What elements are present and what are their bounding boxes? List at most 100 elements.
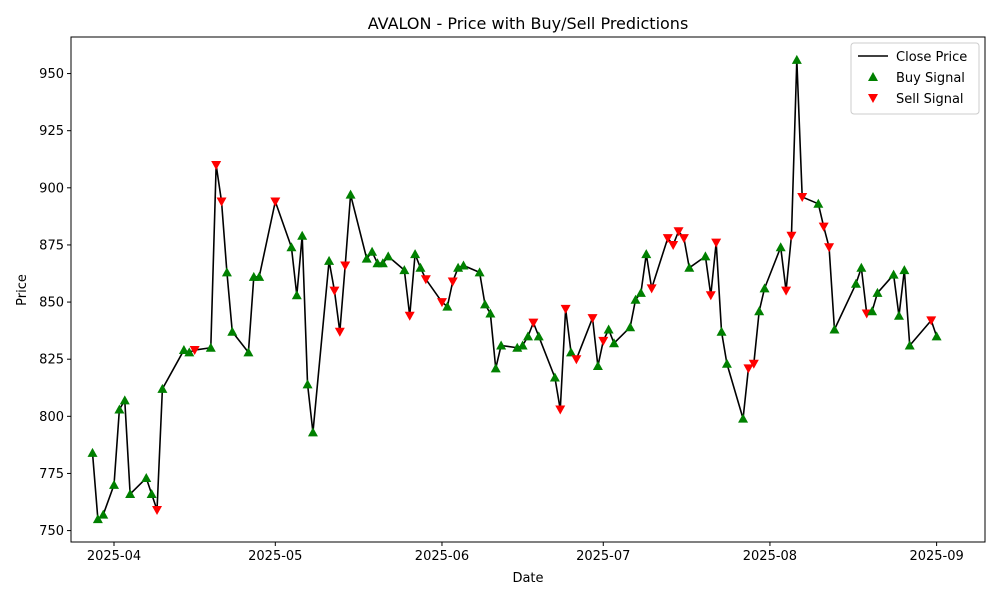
sell-signal-marker	[824, 243, 835, 253]
buy-signal-marker	[592, 361, 603, 371]
buy-signal-marker	[92, 514, 103, 524]
x-tick-label: 2025-07	[576, 549, 630, 564]
buy-signal-marker	[307, 427, 318, 437]
y-axis-label: Price	[15, 274, 30, 306]
buy-signal-marker	[243, 347, 254, 357]
buy-signal-marker	[479, 299, 490, 309]
buy-signal-marker	[684, 262, 695, 272]
y-tick-label: 850	[39, 296, 64, 311]
buy-signal-marker	[178, 345, 189, 355]
sell-signal-marker	[705, 291, 716, 301]
buy-signal-marker	[458, 260, 469, 270]
y-tick-label: 825	[39, 353, 64, 368]
buy-signal-marker	[899, 265, 910, 275]
x-tick-label: 2025-09	[909, 549, 963, 564]
buy-signal-marker	[904, 340, 915, 350]
buy-signal-marker	[227, 326, 238, 336]
legend: Close Price Buy Signal Sell Signal	[850, 42, 980, 115]
buy-signal-marker	[87, 447, 98, 457]
buy-signal-marker	[286, 242, 297, 252]
sell-signal-marker	[678, 234, 689, 244]
buy-signal-marker	[517, 340, 528, 350]
sell-signal-marker	[673, 227, 684, 237]
sell-signal-marker	[329, 286, 340, 296]
legend-label-close: Close Price	[896, 50, 967, 65]
y-tick-label: 750	[39, 524, 64, 539]
buy-signal-marker	[490, 363, 501, 373]
x-tick-label: 2025-05	[248, 549, 302, 564]
buy-signal-marker	[754, 306, 765, 316]
sell-signal-marker	[587, 314, 598, 324]
y-tick-label: 875	[39, 238, 64, 253]
buy-signal-marker	[893, 310, 904, 320]
sell-signal-marker	[818, 222, 829, 232]
sell-signal-marker	[528, 318, 539, 328]
buy-signal-marker	[791, 54, 802, 64]
buy-signal-marker	[630, 294, 641, 304]
buy-signal-marker	[888, 269, 899, 279]
buy-signal-marker	[98, 509, 109, 519]
buy-signal-marker	[496, 340, 507, 350]
buy-signal-marker	[324, 255, 335, 265]
y-tick-label: 950	[39, 67, 64, 82]
legend-label-sell: Sell Signal	[896, 92, 964, 107]
y-tick-label: 800	[39, 410, 64, 425]
sell-signal-marker	[598, 336, 609, 346]
sell-signal-marker	[668, 240, 679, 250]
buy-signal-marker	[114, 404, 125, 414]
buy-signal-marker	[759, 283, 770, 293]
buy-signal-marker	[254, 271, 265, 281]
buy-signal-marker	[399, 265, 410, 275]
buy-signal-marker	[635, 287, 646, 297]
sell-signal-marker	[786, 231, 797, 241]
buy-signal-marker	[453, 262, 464, 272]
sell-signal-marker	[781, 286, 792, 296]
x-axis: 2025-04 2025-05 2025-06 2025-07 2025-08 2025-…	[87, 542, 964, 564]
buy-signal-marker	[856, 262, 867, 272]
buy-signal-marker	[119, 395, 130, 405]
sell-signal-marker	[662, 234, 673, 244]
legend-sell-swatch	[868, 94, 878, 103]
sell-signal-marker	[447, 277, 458, 287]
legend-buy-swatch	[868, 72, 878, 81]
sell-signal-marker	[436, 298, 447, 308]
buy-signal-marker	[410, 249, 421, 259]
buy-signal-marker	[146, 489, 157, 499]
x-axis-label: Date	[512, 571, 543, 586]
buy-signal-marker	[625, 322, 636, 332]
buy-signal-marker	[221, 267, 232, 277]
sell-signal-marker	[555, 405, 566, 415]
legend-label-buy: Buy Signal	[896, 71, 965, 86]
buy-signal-marker	[641, 249, 652, 259]
sell-signal-marker	[216, 197, 227, 207]
buy-signal-marker	[716, 326, 727, 336]
sell-signal-marker	[152, 506, 163, 516]
sell-signal-marker	[646, 284, 657, 294]
buy-signal-marker	[872, 287, 883, 297]
sell-signal-marker	[340, 261, 351, 271]
buy-signal-marker	[533, 331, 544, 341]
buy-signal-marker	[721, 358, 732, 368]
y-axis: 750 775 800 825 850 875 900 925 950	[39, 67, 71, 539]
x-tick-label: 2025-06	[415, 549, 469, 564]
buy-signal-marker	[442, 301, 453, 311]
buy-signal-marker	[345, 189, 356, 199]
buy-signal-marker	[157, 383, 168, 393]
x-tick-label: 2025-08	[743, 549, 797, 564]
buy-signal-marker	[775, 242, 786, 252]
legend-box	[850, 42, 980, 115]
buy-signal-marker	[512, 342, 523, 352]
sell-signal-marker	[743, 364, 754, 374]
buy-signal-marker	[367, 246, 378, 256]
buy-signal-marker	[302, 379, 313, 389]
sell-signal-marker	[571, 355, 582, 365]
buy-signal-marker	[867, 306, 878, 316]
x-tick-label: 2025-04	[87, 549, 141, 564]
sell-signal-marker	[926, 316, 937, 326]
plot-frame	[70, 36, 986, 543]
buy-signal-marker	[549, 372, 560, 382]
sell-signal-marker	[748, 359, 759, 369]
buy-signal-marker	[125, 489, 136, 499]
buy-signal-marker	[609, 338, 620, 348]
